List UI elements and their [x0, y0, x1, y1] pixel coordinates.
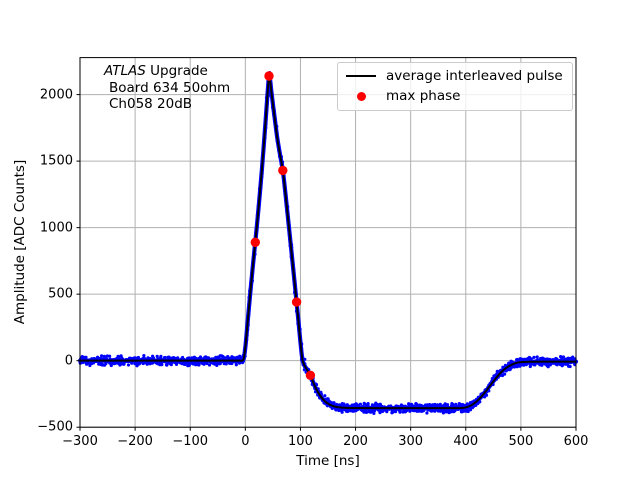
plot-border — [79, 57, 577, 428]
interleaved-samples-dots — [78, 71, 577, 415]
max-phase-point — [291, 297, 302, 307]
max-phase-point — [305, 370, 316, 380]
average-pulse-line — [79, 74, 576, 410]
max-phase-point — [264, 71, 274, 81]
max-phase-point — [278, 165, 288, 176]
max-phase-point — [250, 237, 260, 247]
